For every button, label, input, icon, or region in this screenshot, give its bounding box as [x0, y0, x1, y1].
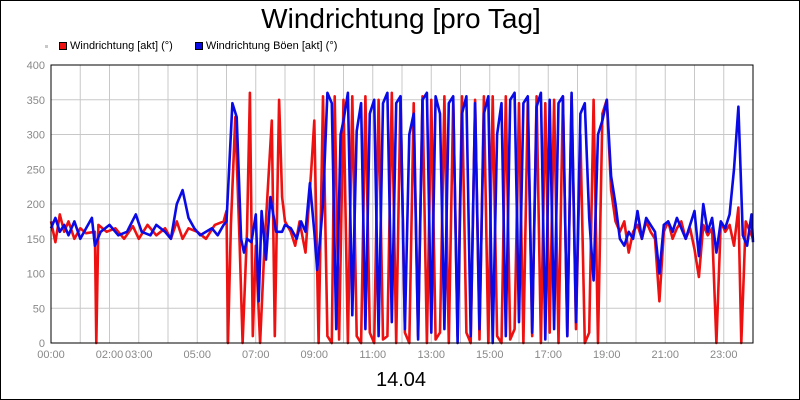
y-tick-label-200: 200 — [27, 199, 45, 211]
x-tick-label-19:00: 19:00 — [593, 349, 621, 361]
x-tick-label-17:00: 17:00 — [534, 349, 562, 361]
legend: Windrichtung [akt] (°) Windrichtung Böen… — [45, 39, 359, 53]
chart-title: Windrichtung [pro Tag] — [261, 3, 541, 34]
legend-swatch-red — [59, 42, 67, 50]
y-tick-label-350: 350 — [27, 95, 45, 107]
x-tick-label-13:00: 13:00 — [417, 349, 445, 361]
legend-item-direction: Windrichtung [akt] (°) — [59, 40, 173, 52]
x-tick-label-11:00: 11:00 — [359, 349, 386, 361]
y-tick-label-150: 150 — [27, 234, 45, 246]
legend-label-gust-direction: Windrichtung Böen [akt] (°) — [205, 40, 338, 52]
x-tick-label-02:00: 02:00 — [96, 349, 124, 361]
legend-marker-dot — [45, 44, 48, 48]
legend-label-direction: Windrichtung [akt] (°) — [70, 40, 173, 52]
x-tick-label-09:00: 09:00 — [300, 349, 328, 361]
x-tick-label-05:00: 05:00 — [183, 349, 211, 361]
x-tick-label-03:00: 03:00 — [125, 349, 153, 361]
x-tick-label-15:00: 15:00 — [476, 349, 504, 361]
y-tick-label-0: 0 — [39, 338, 45, 350]
series-line-1 — [49, 91, 755, 345]
y-tick-label-300: 300 — [27, 130, 45, 142]
y-tick-label-100: 100 — [27, 269, 45, 281]
x-tick-label-23:00: 23:00 — [710, 349, 738, 361]
date-label: 14.04 — [375, 369, 427, 391]
legend-swatch-blue — [194, 42, 203, 50]
x-tick-label-00:00: 00:00 — [37, 349, 65, 361]
x-tick-label-21:00: 21:00 — [651, 349, 679, 361]
legend-item-gust-direction: Windrichtung Böen [akt] (°) — [194, 40, 338, 52]
y-tick-label-250: 250 — [27, 164, 45, 176]
x-tick-label-07:00: 07:00 — [242, 349, 270, 361]
y-tick-label-50: 50 — [33, 303, 45, 315]
plot-border — [50, 64, 754, 344]
y-tick-label-400: 400 — [27, 60, 45, 72]
